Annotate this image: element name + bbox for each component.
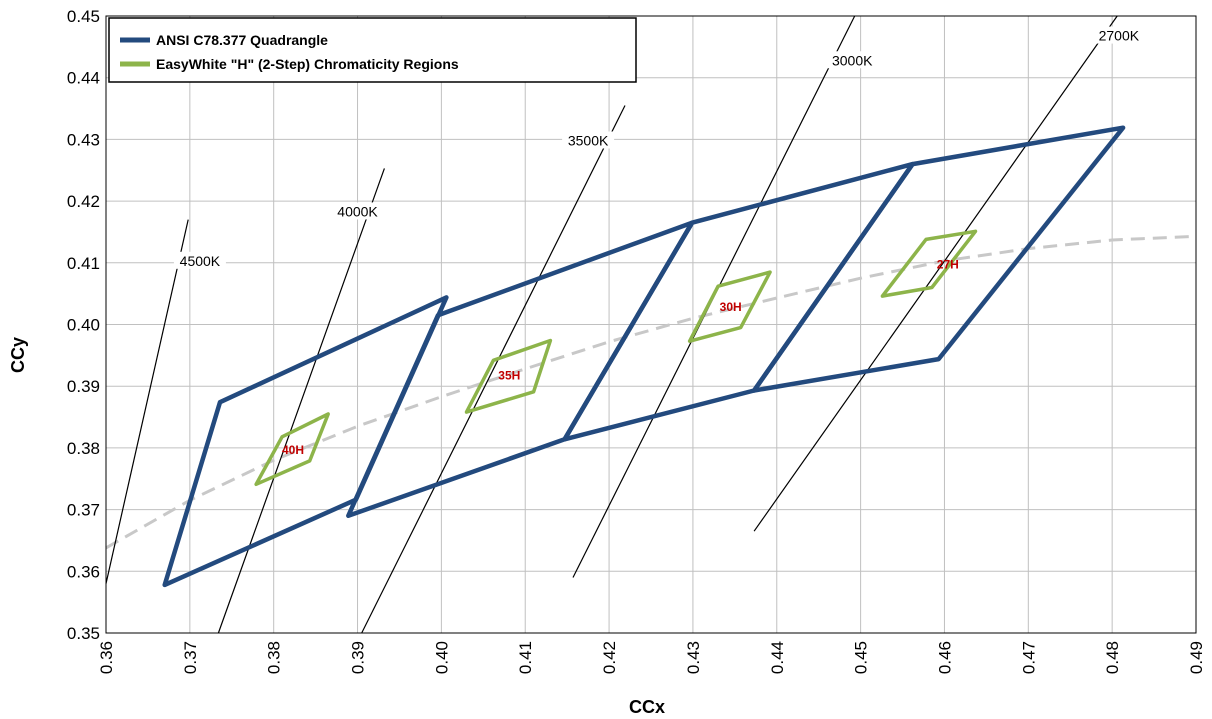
x-tick-label: 0.41 — [516, 641, 535, 674]
y-tick-label: 0.38 — [67, 439, 100, 458]
easywhite-region-27h — [880, 229, 978, 298]
tick-labels: 0.36 0.37 0.38 0.39 0.40 0.41 0.42 0.43 0.44 0.45… — [67, 7, 1206, 674]
x-axis-label: CCx — [629, 697, 665, 717]
x-tick-label: 0.45 — [852, 641, 871, 674]
region-label-30h: 30H — [720, 300, 742, 314]
plot-frame — [105, 15, 1197, 634]
y-axis-label: CCy — [8, 337, 28, 373]
x-tick-label: 0.39 — [349, 641, 368, 674]
planckian-locus-line — [105, 234, 1197, 550]
cct-label-3000k: 3000K — [832, 52, 873, 68]
cct-label-2700k: 2700K — [1099, 28, 1140, 44]
legend-entry-ansi: ANSI C78.377 Quadrangle — [156, 32, 328, 48]
y-tick-label: 0.42 — [67, 192, 100, 211]
x-tick-label: 0.47 — [1019, 641, 1038, 674]
y-tick-label: 0.35 — [67, 624, 100, 643]
y-tick-label: 0.43 — [67, 130, 100, 149]
cct-label-3500k: 3500K — [568, 132, 609, 148]
legend-entry-easywhite: EasyWhite "H" (2-Step) Chromaticity Regi… — [156, 56, 459, 72]
easywhite-region-40h — [254, 412, 330, 487]
x-tick-label: 0.46 — [935, 641, 954, 674]
x-tick-label: 0.36 — [97, 641, 116, 674]
x-tick-label: 0.38 — [265, 641, 284, 674]
region-label-27h: 27H — [937, 258, 959, 272]
y-tick-label: 0.37 — [67, 501, 100, 520]
cct-label-bg — [562, 131, 615, 149]
x-tick-label: 0.48 — [1103, 641, 1122, 674]
x-tick-label: 0.49 — [1187, 641, 1206, 674]
cct-label-bg — [331, 202, 384, 220]
legend: ANSI C78.377 Quadrangle EasyWhite "H" (2… — [108, 17, 637, 83]
y-tick-label: 0.40 — [67, 316, 100, 335]
y-tick-label: 0.44 — [67, 69, 100, 88]
region-label-40h: 40H — [282, 443, 304, 457]
ansi-quadrangles — [162, 125, 1126, 588]
easywhite-region-30h — [687, 270, 772, 343]
cct-line-4000k — [217, 168, 385, 634]
cct-line-3500k — [361, 105, 626, 634]
y-tick-label: 0.39 — [67, 377, 100, 396]
x-tick-label: 0.43 — [684, 641, 703, 674]
cct-line-2700k — [753, 15, 1118, 532]
y-tick-label: 0.36 — [67, 562, 100, 581]
x-tick-label: 0.40 — [432, 641, 451, 674]
cct-line-4500k — [105, 219, 189, 584]
cct-label-bg — [1092, 26, 1145, 44]
x-tick-label: 0.42 — [600, 641, 619, 674]
ansi-quadrangle — [751, 125, 1126, 393]
planckian-locus — [105, 234, 1197, 550]
cct-label-bg — [173, 251, 226, 269]
x-tick-label: 0.44 — [768, 641, 787, 674]
easywhite-regions: 40H 35H 30H 27H — [254, 229, 978, 487]
easywhite-region-35h — [464, 338, 553, 414]
cct-label-4500k: 4500K — [180, 253, 221, 269]
x-tick-label: 0.37 — [181, 641, 200, 674]
legend-box — [108, 17, 637, 83]
cct-label-bg — [826, 51, 879, 69]
region-label-35h: 35H — [498, 369, 520, 383]
y-tick-label: 0.41 — [67, 254, 100, 273]
y-tick-label: 0.45 — [67, 7, 100, 26]
cct-label-4000k: 4000K — [337, 203, 378, 219]
